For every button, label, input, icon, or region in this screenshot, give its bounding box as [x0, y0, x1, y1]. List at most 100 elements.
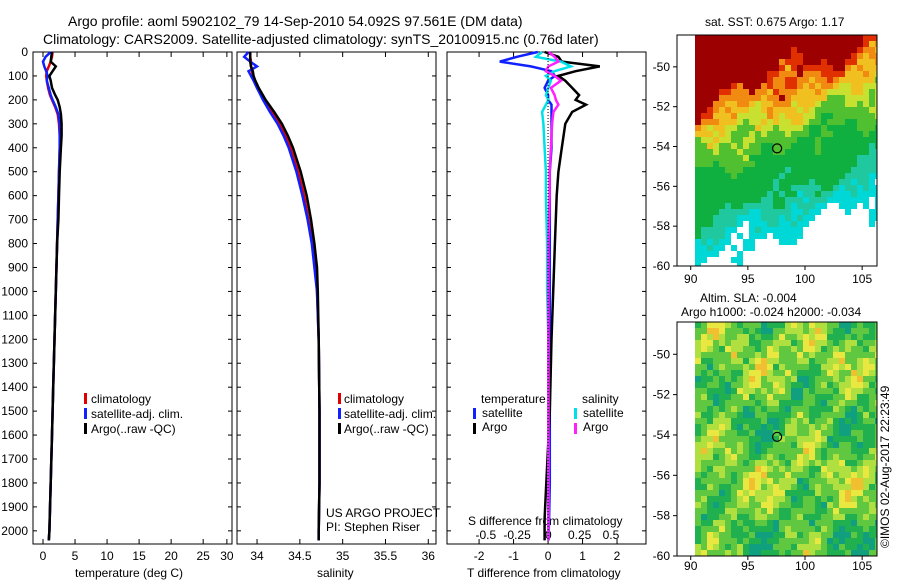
- map-cell: [779, 41, 785, 47]
- map-cell: [797, 47, 803, 53]
- map-cell: [791, 448, 797, 454]
- map-cell: [803, 113, 809, 119]
- map-cell: [815, 418, 821, 424]
- map-cell: [749, 179, 755, 185]
- y-tick-label: 100: [8, 69, 28, 83]
- map-cell: [815, 508, 821, 514]
- map-cell: [797, 514, 803, 520]
- map-cell: [833, 424, 839, 430]
- map-cell: [701, 544, 707, 550]
- map-cell: [761, 215, 767, 221]
- map-cell: [797, 448, 803, 454]
- map-cell: [875, 227, 877, 233]
- map-cell: [725, 143, 731, 149]
- title-line-2: Climatology: CARS2009. Satellite-adjuste…: [43, 31, 599, 47]
- map-cell: [779, 346, 785, 352]
- map-cell: [761, 131, 767, 137]
- map-cell: [833, 221, 839, 227]
- map-cell: [827, 77, 833, 83]
- map-cell: [731, 400, 737, 406]
- map-cell: [695, 155, 701, 161]
- map-cell: [743, 418, 749, 424]
- map-cell: [785, 364, 791, 370]
- map-cell: [749, 101, 755, 107]
- map-cell: [695, 227, 701, 233]
- map-cell: [737, 394, 743, 400]
- map-cell: [761, 400, 767, 406]
- map-cell: [707, 334, 713, 340]
- map-cell: [809, 334, 815, 340]
- map-cell: [725, 137, 731, 143]
- map-cell: [779, 263, 785, 266]
- map-cell: [875, 376, 877, 382]
- map-cell: [797, 436, 803, 442]
- map-cell: [815, 442, 821, 448]
- legend-swatch-climatology: [84, 393, 87, 404]
- map-cell: [821, 59, 827, 65]
- map-cell: [713, 251, 719, 257]
- map-cell: [833, 370, 839, 376]
- map-cell: [737, 101, 743, 107]
- map-cell: [797, 526, 803, 532]
- map-cell: [863, 472, 869, 478]
- map-cell: [797, 322, 803, 328]
- map-cell: [755, 89, 761, 95]
- map-cell: [839, 83, 845, 89]
- map-cell: [851, 203, 857, 209]
- map-cell: [731, 448, 737, 454]
- map-cell: [695, 370, 701, 376]
- map-cell: [749, 544, 755, 550]
- map-cell: [827, 137, 833, 143]
- map-cell: [827, 95, 833, 101]
- map-cell: [719, 550, 725, 556]
- map-cell: [707, 203, 713, 209]
- map-cell: [803, 454, 809, 460]
- map-cell: [821, 454, 827, 460]
- map-cell: [773, 322, 779, 328]
- map-cell: [695, 257, 701, 263]
- map-cell: [773, 227, 779, 233]
- map-cell: [749, 496, 755, 502]
- map-cell: [749, 191, 755, 197]
- map-cell: [863, 406, 869, 412]
- map-cell: [779, 239, 785, 245]
- map-cell: [695, 41, 701, 47]
- map-cell: [731, 520, 737, 526]
- map-cell: [755, 113, 761, 119]
- map-cell: [779, 257, 785, 263]
- map-cell: [695, 544, 701, 550]
- map-cell: [719, 430, 725, 436]
- map-cell: [821, 113, 827, 119]
- map-cell: [851, 173, 857, 179]
- map-cell: [869, 430, 875, 436]
- map-cell: [809, 149, 815, 155]
- map-cell: [785, 65, 791, 71]
- map-cell: [803, 77, 809, 83]
- map-cell: [839, 131, 845, 137]
- map-cell: [719, 538, 725, 544]
- map-cell: [839, 65, 845, 71]
- map-cell: [863, 167, 869, 173]
- map-y-tick-label: -52: [653, 100, 671, 114]
- map-cell: [761, 364, 767, 370]
- map-cell: [701, 77, 707, 83]
- map-cell: [839, 352, 845, 358]
- map-cell: [713, 233, 719, 239]
- map-cell: [833, 538, 839, 544]
- map-cell: [797, 95, 803, 101]
- map-cell: [773, 113, 779, 119]
- map-cell: [785, 53, 791, 59]
- map-cell: [815, 119, 821, 125]
- map-cell: [869, 137, 875, 143]
- map-cell: [785, 352, 791, 358]
- map-cell: [713, 370, 719, 376]
- map-cell: [761, 161, 767, 167]
- map-cell: [839, 370, 845, 376]
- map-cell: [791, 406, 797, 412]
- map-cell: [821, 418, 827, 424]
- map-cell: [869, 125, 875, 131]
- map-cell: [761, 430, 767, 436]
- map-cell: [761, 406, 767, 412]
- map-cell: [707, 191, 713, 197]
- map-cell: [731, 95, 737, 101]
